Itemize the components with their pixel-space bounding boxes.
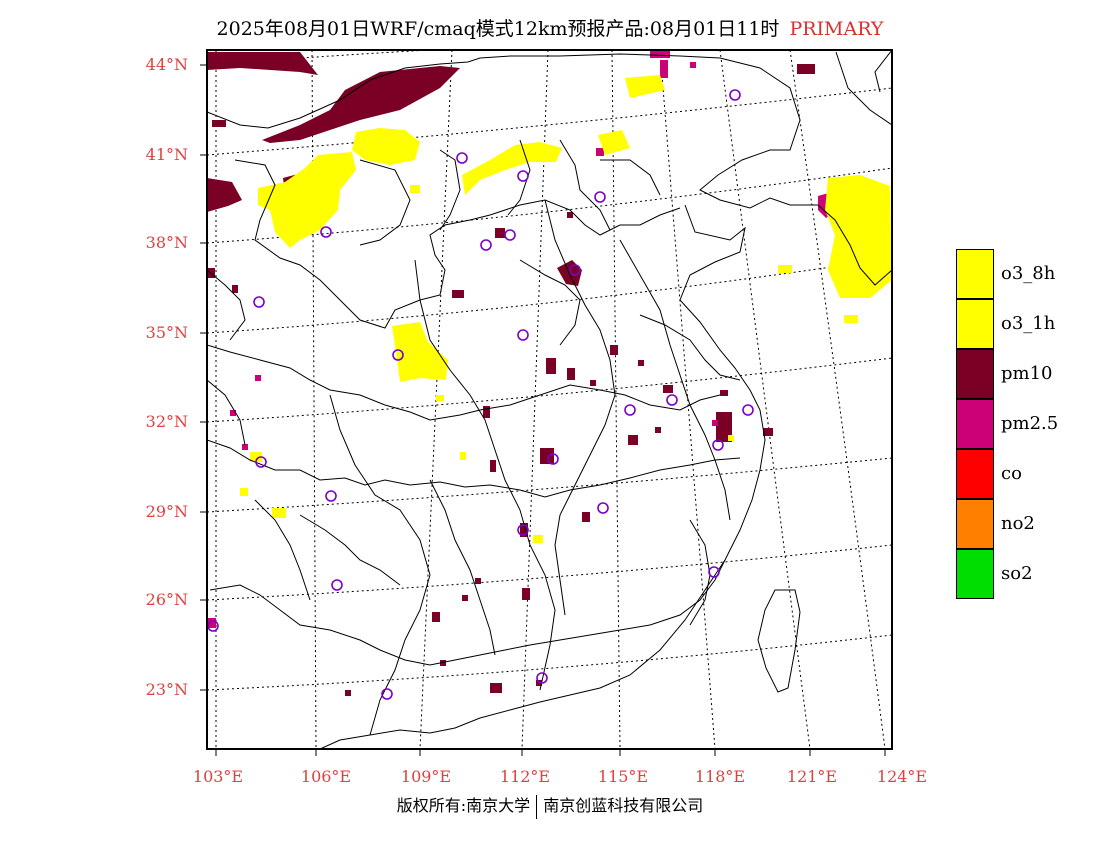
- legend-swatch: [956, 499, 994, 549]
- boundaries: [207, 50, 892, 749]
- lat-label-26: 26°N: [145, 590, 188, 609]
- legend-label: pm2.5: [1001, 413, 1059, 434]
- lon-label-112: 112°E: [499, 767, 551, 786]
- map-title: 2025年08月01日WRF/cmaq模式12km预报产品:08月01日11时 P…: [0, 14, 1100, 41]
- legend-item-no2: no2: [956, 499, 1096, 549]
- lat-label-44: 44°N: [145, 55, 188, 74]
- legend-swatch: [956, 249, 994, 299]
- legend-swatch: [956, 549, 994, 599]
- legend-item-co: co: [956, 449, 1096, 499]
- copyright-left: 版权所有:南京大学: [396, 796, 531, 815]
- map-border: [206, 49, 893, 750]
- lat-label-35: 35°N: [145, 323, 188, 342]
- legend-label: o3_1h: [1001, 313, 1056, 334]
- lat-label-41: 41°N: [145, 145, 188, 164]
- legend-item-o3-1h: o3_1h: [956, 299, 1096, 349]
- lon-label-103: 103°E: [192, 767, 244, 786]
- legend-label: so2: [1001, 563, 1033, 584]
- lon-label-121: 121°E: [786, 767, 838, 786]
- legend-swatch: [956, 399, 994, 449]
- lat-label-29: 29°N: [145, 502, 188, 521]
- lon-label-115: 115°E: [597, 767, 649, 786]
- lat-label-32: 32°N: [145, 412, 188, 431]
- legend-label: co: [1001, 463, 1022, 484]
- legend-label: no2: [1001, 513, 1035, 534]
- copyright: 版权所有:南京大学 南京创蓝科技有限公司: [0, 792, 1100, 819]
- legend: o3_8h o3_1h pm10 pm2.5 co no2 so2: [956, 249, 1096, 599]
- lon-label-124: 124°E: [876, 767, 928, 786]
- o3-cells: [240, 75, 892, 543]
- legend-swatch: [956, 349, 994, 399]
- tick-marks: [200, 64, 886, 756]
- legend-item-o3-8h: o3_8h: [956, 249, 1096, 299]
- legend-label: pm10: [1001, 363, 1053, 384]
- legend-label: o3_8h: [1001, 263, 1056, 284]
- legend-item-pm25: pm2.5: [956, 399, 1096, 449]
- lat-label-38: 38°N: [145, 233, 188, 252]
- lon-label-109: 109°E: [400, 767, 452, 786]
- graticule: [207, 50, 892, 749]
- legend-swatch: [956, 299, 994, 349]
- legend-item-pm10: pm10: [956, 349, 1096, 399]
- lat-label-23: 23°N: [145, 680, 188, 699]
- primary-tag: PRIMARY: [789, 18, 884, 40]
- copyright-divider: [536, 794, 538, 819]
- station-markers: [207, 89, 754, 700]
- title-text: 2025年08月01日WRF/cmaq模式12km预报产品:08月01日11时: [216, 18, 780, 40]
- legend-item-so2: so2: [956, 549, 1096, 599]
- lon-label-106: 106°E: [300, 767, 352, 786]
- legend-swatch: [956, 449, 994, 499]
- copyright-right: 南京创蓝科技有限公司: [543, 796, 704, 815]
- lon-label-118: 118°E: [694, 767, 746, 786]
